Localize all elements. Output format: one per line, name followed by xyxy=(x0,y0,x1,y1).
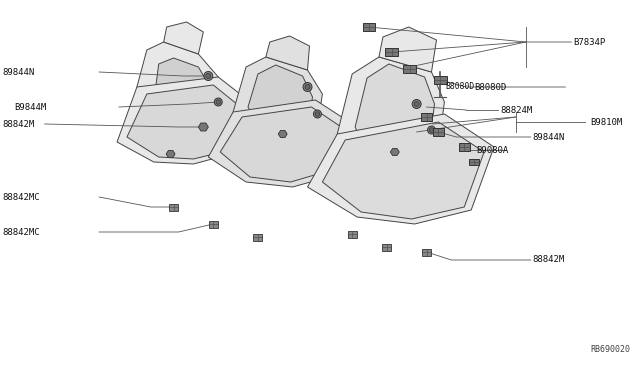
Polygon shape xyxy=(385,48,398,56)
Polygon shape xyxy=(266,36,310,70)
Polygon shape xyxy=(137,42,218,134)
Circle shape xyxy=(429,128,434,132)
Polygon shape xyxy=(403,65,416,73)
Text: RB690020: RB690020 xyxy=(590,345,630,354)
Text: B9844M: B9844M xyxy=(14,103,46,112)
Text: B9080A: B9080A xyxy=(476,145,508,154)
Polygon shape xyxy=(379,27,436,72)
Polygon shape xyxy=(355,64,435,166)
Polygon shape xyxy=(390,148,399,155)
Circle shape xyxy=(315,112,320,116)
Polygon shape xyxy=(459,143,470,151)
Circle shape xyxy=(414,102,419,106)
Text: B9810M: B9810M xyxy=(590,118,623,126)
Circle shape xyxy=(412,99,421,109)
Circle shape xyxy=(428,126,435,134)
Bar xyxy=(422,248,431,256)
Polygon shape xyxy=(233,57,323,152)
Text: 88842M: 88842M xyxy=(2,119,34,128)
Circle shape xyxy=(214,98,222,106)
Polygon shape xyxy=(323,122,484,219)
Text: 88842MC: 88842MC xyxy=(2,228,40,237)
Bar xyxy=(253,234,262,241)
Text: 89844N: 89844N xyxy=(532,132,565,141)
Text: 88842M: 88842M xyxy=(532,256,565,264)
Polygon shape xyxy=(208,100,357,187)
Bar xyxy=(348,231,356,237)
Polygon shape xyxy=(166,151,175,157)
Text: B8080D: B8080D xyxy=(445,82,475,91)
Polygon shape xyxy=(337,57,444,176)
Circle shape xyxy=(216,100,221,104)
Circle shape xyxy=(206,73,211,78)
Text: B8080D: B8080D xyxy=(474,83,506,92)
Polygon shape xyxy=(278,131,287,138)
Polygon shape xyxy=(127,85,243,159)
Polygon shape xyxy=(164,22,204,54)
Circle shape xyxy=(204,71,212,80)
Text: 89844N: 89844N xyxy=(2,67,34,77)
Polygon shape xyxy=(248,65,312,142)
Text: B7834P: B7834P xyxy=(573,38,605,46)
Text: 88842MC: 88842MC xyxy=(2,192,40,202)
Polygon shape xyxy=(469,159,479,165)
Bar xyxy=(169,203,178,211)
Circle shape xyxy=(303,83,312,92)
Polygon shape xyxy=(154,58,208,122)
Circle shape xyxy=(314,110,321,118)
Circle shape xyxy=(305,84,310,90)
Bar xyxy=(209,221,218,228)
Polygon shape xyxy=(198,123,208,131)
Polygon shape xyxy=(220,107,347,182)
Polygon shape xyxy=(421,113,432,121)
Text: 88824M: 88824M xyxy=(500,106,532,115)
Polygon shape xyxy=(433,128,444,136)
Bar xyxy=(383,244,391,250)
Polygon shape xyxy=(307,114,494,224)
Polygon shape xyxy=(434,76,447,84)
Polygon shape xyxy=(117,77,253,164)
Polygon shape xyxy=(363,23,376,31)
